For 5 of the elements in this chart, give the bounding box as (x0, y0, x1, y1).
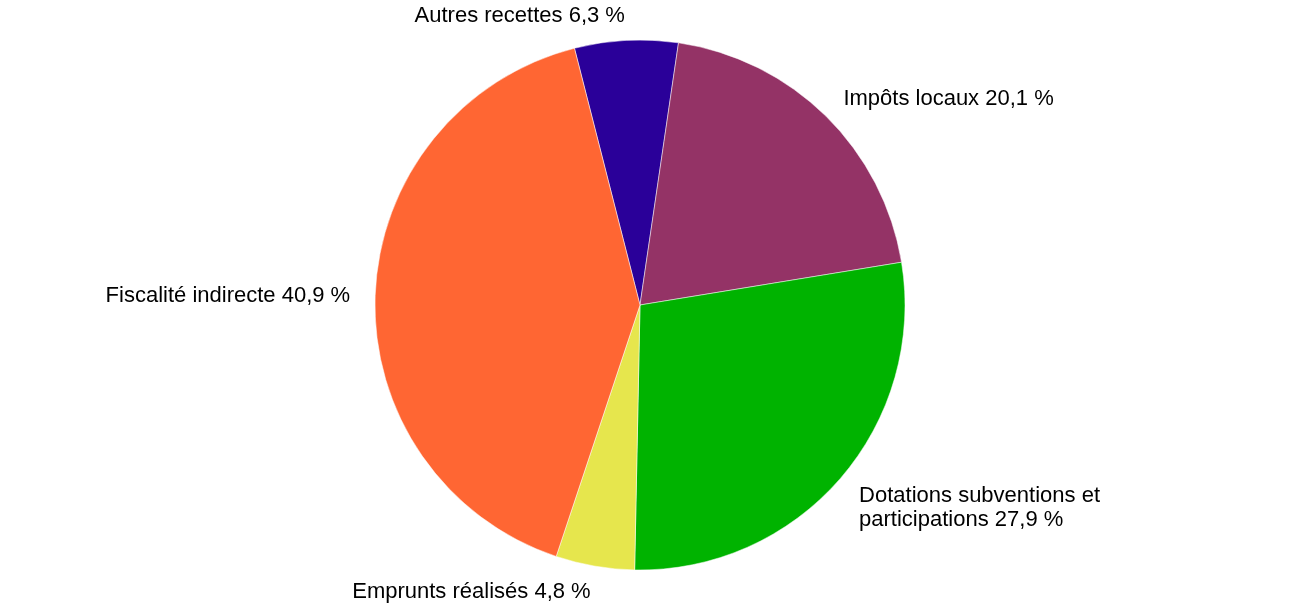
slice-label: Impôts locaux 20,1 % (843, 85, 1054, 111)
slice-label: Fiscalité indirecte 40,9 % (105, 281, 351, 307)
slice-label: Emprunts réalisés 4,8 % (352, 577, 591, 603)
slice-label: Dotations subventions et participations 27,9 % (859, 482, 1101, 532)
slice-label: Autres recettes 6,3 % (414, 2, 625, 28)
